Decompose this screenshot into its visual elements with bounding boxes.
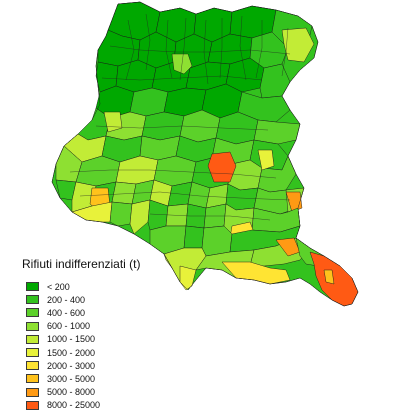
legend-label: < 200	[47, 281, 70, 292]
legend-items: < 200 200 - 400 400 - 600 600 - 1000 1000 - …	[26, 280, 141, 412]
municipality	[285, 191, 303, 213]
municipality	[309, 251, 359, 307]
municipality	[323, 269, 335, 285]
municipality	[129, 87, 169, 117]
legend-label: 5000 - 8000	[47, 387, 96, 398]
municipality	[129, 199, 151, 235]
municipality	[111, 181, 137, 205]
municipality	[253, 119, 301, 145]
legend-label: 1000 - 1500	[47, 334, 96, 345]
legend-label: 3000 - 5000	[47, 373, 96, 384]
legend-label: 400 - 600	[47, 307, 86, 318]
legend-item: 8000 - 25000	[26, 399, 141, 412]
legend-label: 600 - 1000	[47, 321, 91, 332]
legend-item: 200 - 400	[26, 293, 141, 306]
legend-swatch	[26, 400, 39, 410]
municipal-border	[109, 45, 291, 55]
legend-title: Rifiuti indifferenziati (t)	[22, 257, 141, 271]
legend-swatch	[26, 348, 39, 358]
municipality	[201, 225, 233, 257]
municipal-border	[149, 213, 271, 221]
municipal-border	[79, 191, 291, 201]
municipal-border	[101, 75, 263, 81]
legend-item: 2000 - 3000	[26, 359, 141, 372]
legend-swatch	[26, 361, 39, 371]
legend-swatch	[26, 282, 39, 292]
legend-label: 2000 - 3000	[47, 360, 96, 371]
municipal-border	[95, 125, 269, 131]
legend-swatch	[26, 321, 39, 331]
legend-item: 400 - 600	[26, 306, 141, 319]
legend-swatch	[26, 334, 39, 344]
municipality	[141, 111, 185, 141]
legend-item: 3000 - 5000	[26, 372, 141, 385]
map-canvas	[51, 1, 359, 307]
legend-swatch	[26, 387, 39, 397]
choropleth-map: Rifiuti indifferenziati (t) < 200 200 - 4…	[22, 1, 359, 410]
municipal-border	[125, 13, 173, 81]
legend-swatch	[26, 374, 39, 384]
municipal-border	[69, 169, 277, 179]
municipality	[153, 155, 197, 187]
legend-item: < 200	[26, 280, 141, 293]
municipality	[179, 265, 197, 291]
municipality	[109, 201, 133, 227]
legend-label: 1500 - 2000	[47, 347, 96, 358]
legend-item: 600 - 1000	[26, 320, 141, 333]
municipality	[183, 225, 205, 249]
legend-item: 1500 - 2000	[26, 346, 141, 359]
legend-label: 8000 - 25000	[47, 400, 101, 411]
region-border	[51, 1, 359, 307]
municipality	[207, 151, 237, 183]
legend-item: 5000 - 8000	[26, 386, 141, 399]
legend: Rifiuti indifferenziati (t) < 200 200 - 4…	[22, 257, 141, 412]
municipal-border	[239, 15, 289, 81]
legend-swatch	[26, 308, 39, 318]
legend-label: 200 - 400	[47, 294, 86, 305]
municipality	[281, 27, 315, 63]
municipality	[257, 149, 275, 171]
legend-swatch	[26, 295, 39, 305]
legend-item: 1000 - 1500	[26, 333, 141, 346]
